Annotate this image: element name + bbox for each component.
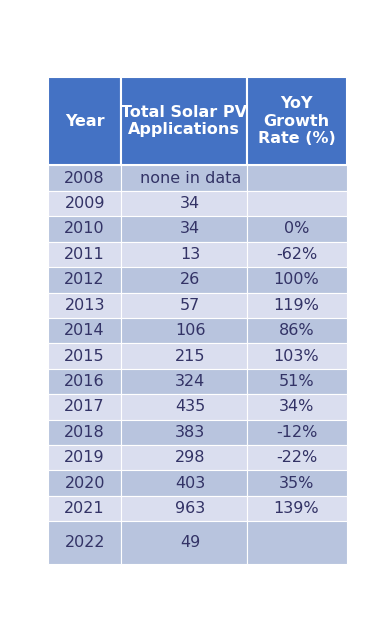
Text: 2022: 2022 <box>64 535 105 551</box>
Text: 963: 963 <box>175 501 205 516</box>
Bar <box>48 242 121 267</box>
Text: 106: 106 <box>175 323 206 338</box>
Text: 2020: 2020 <box>64 476 105 490</box>
Text: 2021: 2021 <box>64 501 105 516</box>
Bar <box>246 165 346 191</box>
Text: 35%: 35% <box>279 476 314 490</box>
Bar <box>246 344 346 369</box>
Bar <box>48 216 121 242</box>
Bar <box>48 394 121 420</box>
Bar <box>121 369 246 394</box>
Bar <box>121 267 246 292</box>
Text: -62%: -62% <box>276 247 317 262</box>
Bar <box>121 318 246 344</box>
Text: 2014: 2014 <box>64 323 105 338</box>
Bar <box>48 445 121 470</box>
Bar <box>121 470 246 495</box>
Bar <box>48 77 121 165</box>
Text: 403: 403 <box>175 476 205 490</box>
Bar <box>246 420 346 445</box>
Text: 383: 383 <box>175 425 205 440</box>
Text: 2019: 2019 <box>64 450 105 465</box>
Text: 215: 215 <box>175 349 206 363</box>
Bar <box>121 242 246 267</box>
Text: -22%: -22% <box>276 450 317 465</box>
Text: 100%: 100% <box>274 272 320 287</box>
Bar <box>246 191 346 216</box>
Bar <box>121 165 246 191</box>
Bar <box>121 216 246 242</box>
Bar <box>48 495 121 521</box>
Text: 57: 57 <box>180 297 200 313</box>
Bar <box>48 521 121 565</box>
Bar <box>246 318 346 344</box>
Bar <box>48 292 121 318</box>
Text: none in data: none in data <box>140 171 241 186</box>
Bar <box>246 470 346 495</box>
Text: YoY
Growth
Rate (%): YoY Growth Rate (%) <box>258 96 335 146</box>
Bar <box>121 495 246 521</box>
Bar <box>246 216 346 242</box>
Text: 139%: 139% <box>274 501 319 516</box>
Text: 49: 49 <box>180 535 200 551</box>
Bar <box>48 369 121 394</box>
Text: 435: 435 <box>175 399 205 414</box>
Bar <box>121 344 246 369</box>
Bar <box>246 369 346 394</box>
Text: 2012: 2012 <box>64 272 105 287</box>
Bar <box>246 495 346 521</box>
Bar <box>121 521 246 565</box>
Bar <box>121 445 246 470</box>
Text: 324: 324 <box>175 374 205 389</box>
Bar <box>121 292 246 318</box>
Text: 103%: 103% <box>274 349 319 363</box>
Bar <box>48 267 121 292</box>
Bar <box>246 394 346 420</box>
Text: 119%: 119% <box>274 297 320 313</box>
Bar <box>48 470 121 495</box>
Text: 298: 298 <box>175 450 206 465</box>
Bar <box>246 242 346 267</box>
Text: -12%: -12% <box>276 425 317 440</box>
Bar <box>246 77 346 165</box>
Bar <box>121 77 246 165</box>
Text: 51%: 51% <box>279 374 314 389</box>
Text: 2010: 2010 <box>64 222 105 237</box>
Text: 2008: 2008 <box>64 171 105 186</box>
Bar <box>246 521 346 565</box>
Text: 2013: 2013 <box>64 297 105 313</box>
Text: 34: 34 <box>180 222 200 237</box>
Text: 34: 34 <box>180 196 200 211</box>
Text: 13: 13 <box>180 247 200 262</box>
Text: 2015: 2015 <box>64 349 105 363</box>
Text: 2018: 2018 <box>64 425 105 440</box>
Bar <box>121 394 246 420</box>
Bar <box>48 420 121 445</box>
Text: Total Solar PV
Applications: Total Solar PV Applications <box>121 105 247 137</box>
Bar <box>48 165 121 191</box>
Bar <box>246 292 346 318</box>
Text: 2016: 2016 <box>64 374 105 389</box>
Bar <box>246 445 346 470</box>
Text: 26: 26 <box>180 272 200 287</box>
Bar <box>48 318 121 344</box>
Bar <box>121 191 246 216</box>
Text: 34%: 34% <box>279 399 314 414</box>
Bar <box>121 420 246 445</box>
Bar <box>48 344 121 369</box>
Bar <box>246 267 346 292</box>
Bar <box>48 191 121 216</box>
Text: 2011: 2011 <box>64 247 105 262</box>
Text: 86%: 86% <box>279 323 314 338</box>
Text: 2009: 2009 <box>64 196 105 211</box>
Text: 0%: 0% <box>284 222 309 237</box>
Text: 2017: 2017 <box>64 399 105 414</box>
Text: Year: Year <box>65 113 104 129</box>
